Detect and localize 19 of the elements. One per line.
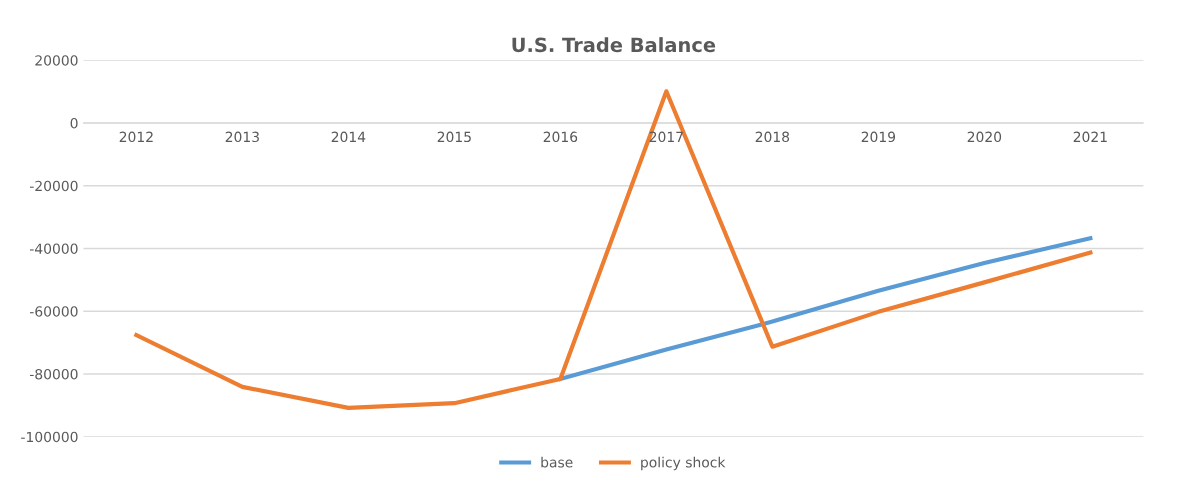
y-tick-label: -60000 (29, 306, 78, 317)
y-tick-label: 0 (70, 117, 78, 129)
legend-label: policy shock (641, 456, 726, 471)
y-tick-label: -20000 (29, 180, 78, 192)
y-tick-label: -80000 (29, 368, 78, 380)
x-tick-label: 2014 (331, 131, 366, 143)
x-tick-label: 2015 (437, 131, 471, 143)
y-tick-label: -100000 (21, 431, 78, 443)
y-tick-label: -40000 (29, 243, 78, 254)
x-tick-label: 2012 (119, 131, 153, 143)
x-tick-label: 2013 (225, 131, 259, 143)
x-tick-label: 2020 (967, 131, 1002, 143)
chart-title: U.S. Trade Balance (512, 37, 716, 53)
x-tick-label: 2021 (1073, 131, 1107, 143)
x-tick-label: 2018 (755, 131, 790, 143)
y-tick-label: 20000 (35, 55, 78, 66)
legend-label: base (541, 456, 573, 468)
x-tick-label: 2019 (861, 131, 896, 143)
x-tick-label: 2016 (543, 131, 578, 143)
